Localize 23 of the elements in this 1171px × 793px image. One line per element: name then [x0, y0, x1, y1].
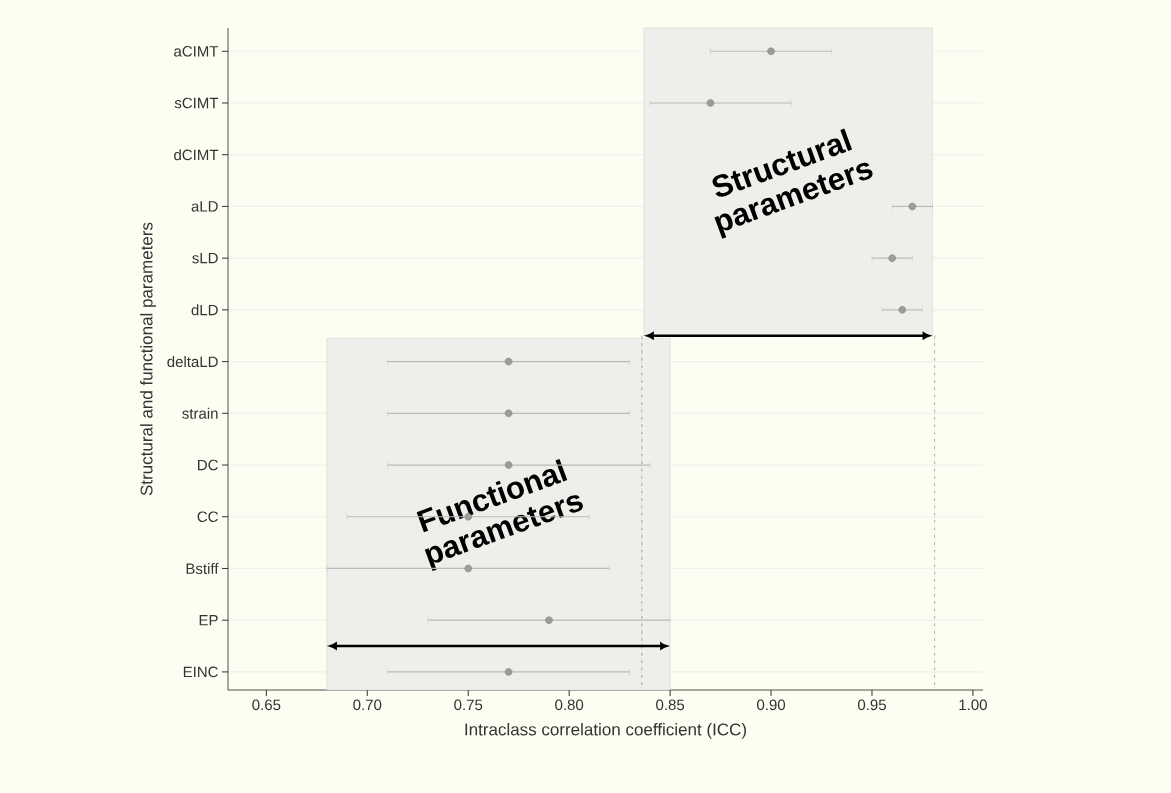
- x-tick-label: 0.70: [353, 699, 382, 711]
- y-tick-label: aCIMT: [174, 45, 219, 57]
- y-tick-label: EINC: [183, 666, 218, 678]
- x-tick-label: 0.65: [252, 699, 281, 711]
- x-tick-label: 0.75: [454, 699, 483, 711]
- y-tick-label: dCIMT: [174, 149, 219, 161]
- x-axis-title: Intraclass correlation coefficient (ICC): [465, 722, 746, 739]
- y-axis-title: Structural and functional parameters: [140, 222, 156, 496]
- y-tick-label: deltaLD: [167, 356, 218, 368]
- y-tick-label: dLD: [191, 304, 218, 316]
- x-tick-label: 0.90: [757, 699, 786, 711]
- x-tick-label: 0.80: [555, 699, 584, 711]
- y-tick-label: aLD: [191, 201, 218, 212]
- y-tick-label: CC: [197, 511, 218, 523]
- y-tick-label: sLD: [192, 252, 218, 264]
- y-tick-label: DC: [198, 459, 218, 471]
- x-tick-label: 1.00: [959, 699, 987, 711]
- y-tick-label: sCIMT: [174, 97, 219, 109]
- x-tick-label: 0.85: [656, 699, 685, 711]
- y-tick-label: Bstiff: [186, 562, 219, 574]
- y-tick-label: strain: [182, 407, 218, 419]
- x-tick-label: 0.95: [857, 699, 886, 711]
- y-tick-label: EP: [199, 615, 218, 626]
